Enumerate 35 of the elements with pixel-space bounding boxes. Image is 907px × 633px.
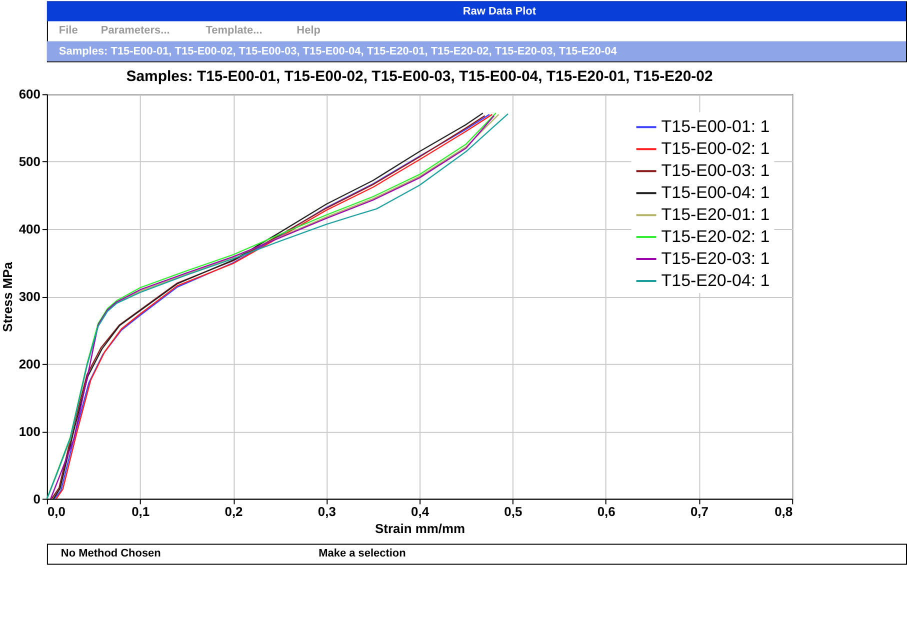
legend-label: T15-E00-02: 1	[661, 139, 770, 158]
y-tick-label: 300	[18, 288, 40, 304]
legend-label: T15-E00-03: 1	[661, 161, 770, 180]
x-tick-label: 0,4	[411, 504, 430, 520]
legend-label: T15-E20-03: 1	[661, 249, 770, 268]
legend-label: T15-E00-01: 1	[661, 117, 770, 136]
y-tick-label: 0	[33, 491, 40, 506]
x-tick-label: 0,6	[597, 504, 616, 520]
x-tick-label: 0,8	[774, 504, 793, 520]
legend-label: T15-E20-02: 1	[661, 227, 770, 246]
text: Template...	[206, 24, 262, 36]
text: No Method Chosen	[60, 548, 162, 560]
text: Help	[296, 24, 321, 36]
x-tick-label: 0,2	[224, 504, 243, 520]
y-tick-label: 600	[18, 86, 40, 102]
x-tick-label: 0,5	[504, 504, 522, 520]
x-tick-label: 0,3	[318, 504, 336, 520]
text: Make a selection	[318, 548, 406, 560]
x-tick-label: 0,0	[47, 504, 66, 520]
x-axis-title: Strain mm/mm	[374, 521, 466, 536]
x-tick-label: 0,1	[132, 504, 150, 520]
legend-label: T15-E20-04: 1	[661, 270, 770, 290]
y-tick-label: 400	[18, 222, 40, 237]
y-axis-title: Stress MPa	[0, 261, 15, 332]
legend-label: T15-E20-01: 1	[661, 205, 770, 224]
x-tick-label: 0,7	[690, 504, 708, 520]
legend-label: T15-E00-04: 1	[661, 183, 770, 202]
text: Raw Data Plot	[462, 5, 536, 18]
text: Parameters...	[100, 24, 170, 36]
chart-title: Samples: T15-E00-01, T15-E00-02, T15-E00-03, T15-E00-04, T15-E20-01, T15-E20-02	[126, 68, 713, 86]
y-tick-label: 500	[18, 154, 40, 170]
y-tick-label: 100	[18, 424, 40, 439]
y-tick-label: 200	[18, 356, 40, 372]
chart-subtitle: Samples: T15-E00-01, T15-E00-02, T15-E00-03, T15-E00-04, T15-E20-01, T15-E20-02, T15-E20-03, T15-E20-04	[58, 45, 618, 58]
text: File	[58, 24, 78, 36]
